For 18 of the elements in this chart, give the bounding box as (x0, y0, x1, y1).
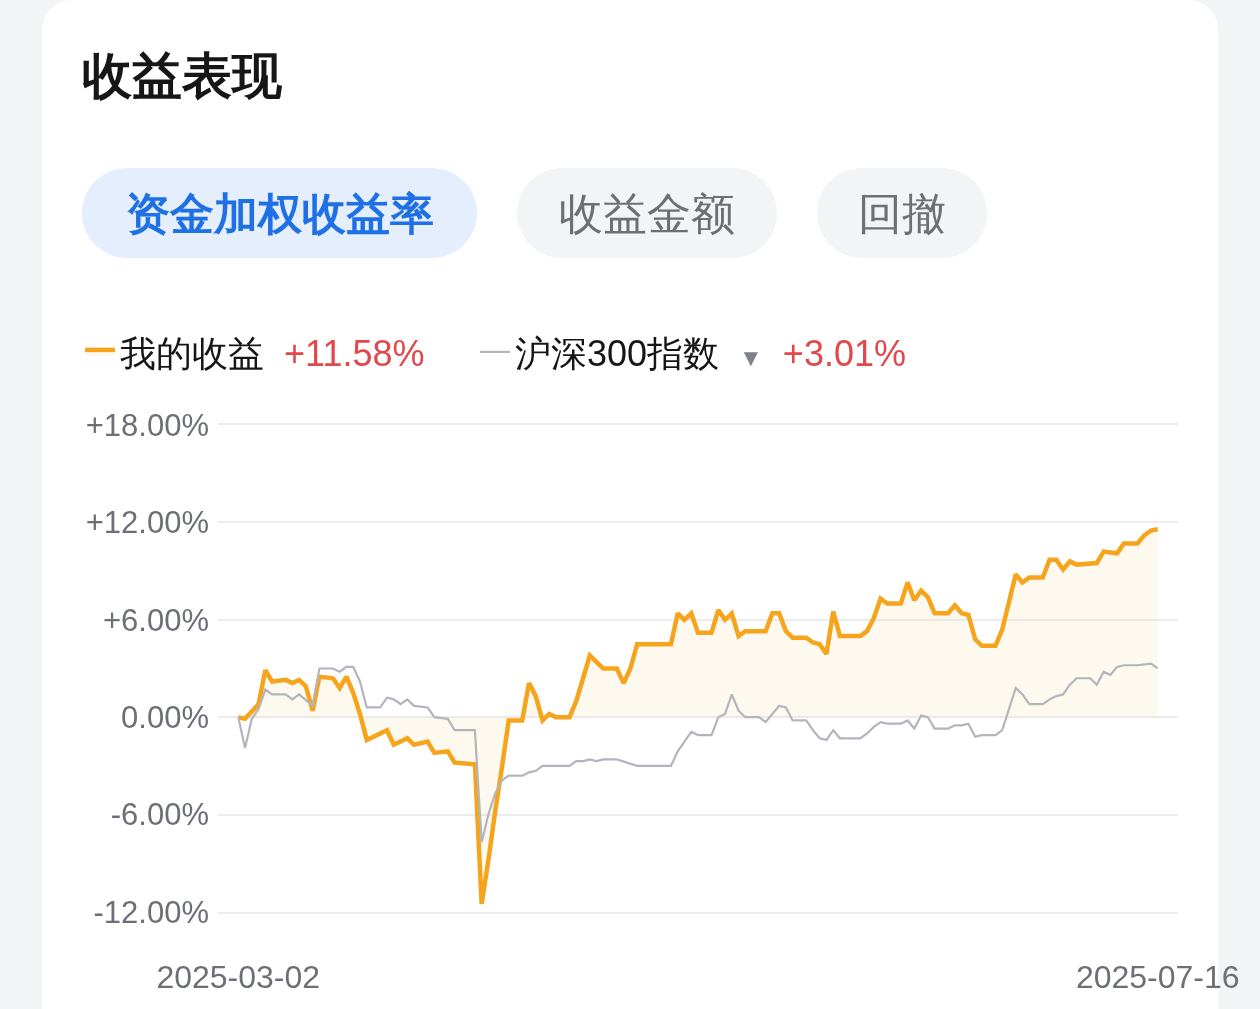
y-tick-label: 0.00% (121, 700, 209, 736)
text: +11.58% (284, 332, 425, 374)
x-tick-label: 2025-03-02 (156, 959, 321, 996)
text: ▼ (739, 343, 763, 371)
y-tick-label: -6.00% (110, 797, 209, 833)
text: 收益金额 (559, 189, 735, 238)
chart-title: 收益表现 (82, 47, 283, 104)
x-tick-label: 2025-07-16 (1075, 959, 1240, 996)
legend-label: 沪深300指数 (515, 332, 720, 374)
y-tick-label: +12.00% (85, 505, 209, 541)
line-series (237, 662, 1159, 844)
y-tick-label: +6.00% (102, 602, 209, 638)
text: 资金加权收益率 (126, 189, 434, 238)
text: +3.01% (782, 332, 906, 374)
y-tick-label: -12.00% (93, 894, 209, 930)
legend-label: 我的收益 (120, 332, 264, 374)
text: 回撤 (858, 189, 946, 238)
y-tick-label: +18.00% (85, 407, 209, 443)
